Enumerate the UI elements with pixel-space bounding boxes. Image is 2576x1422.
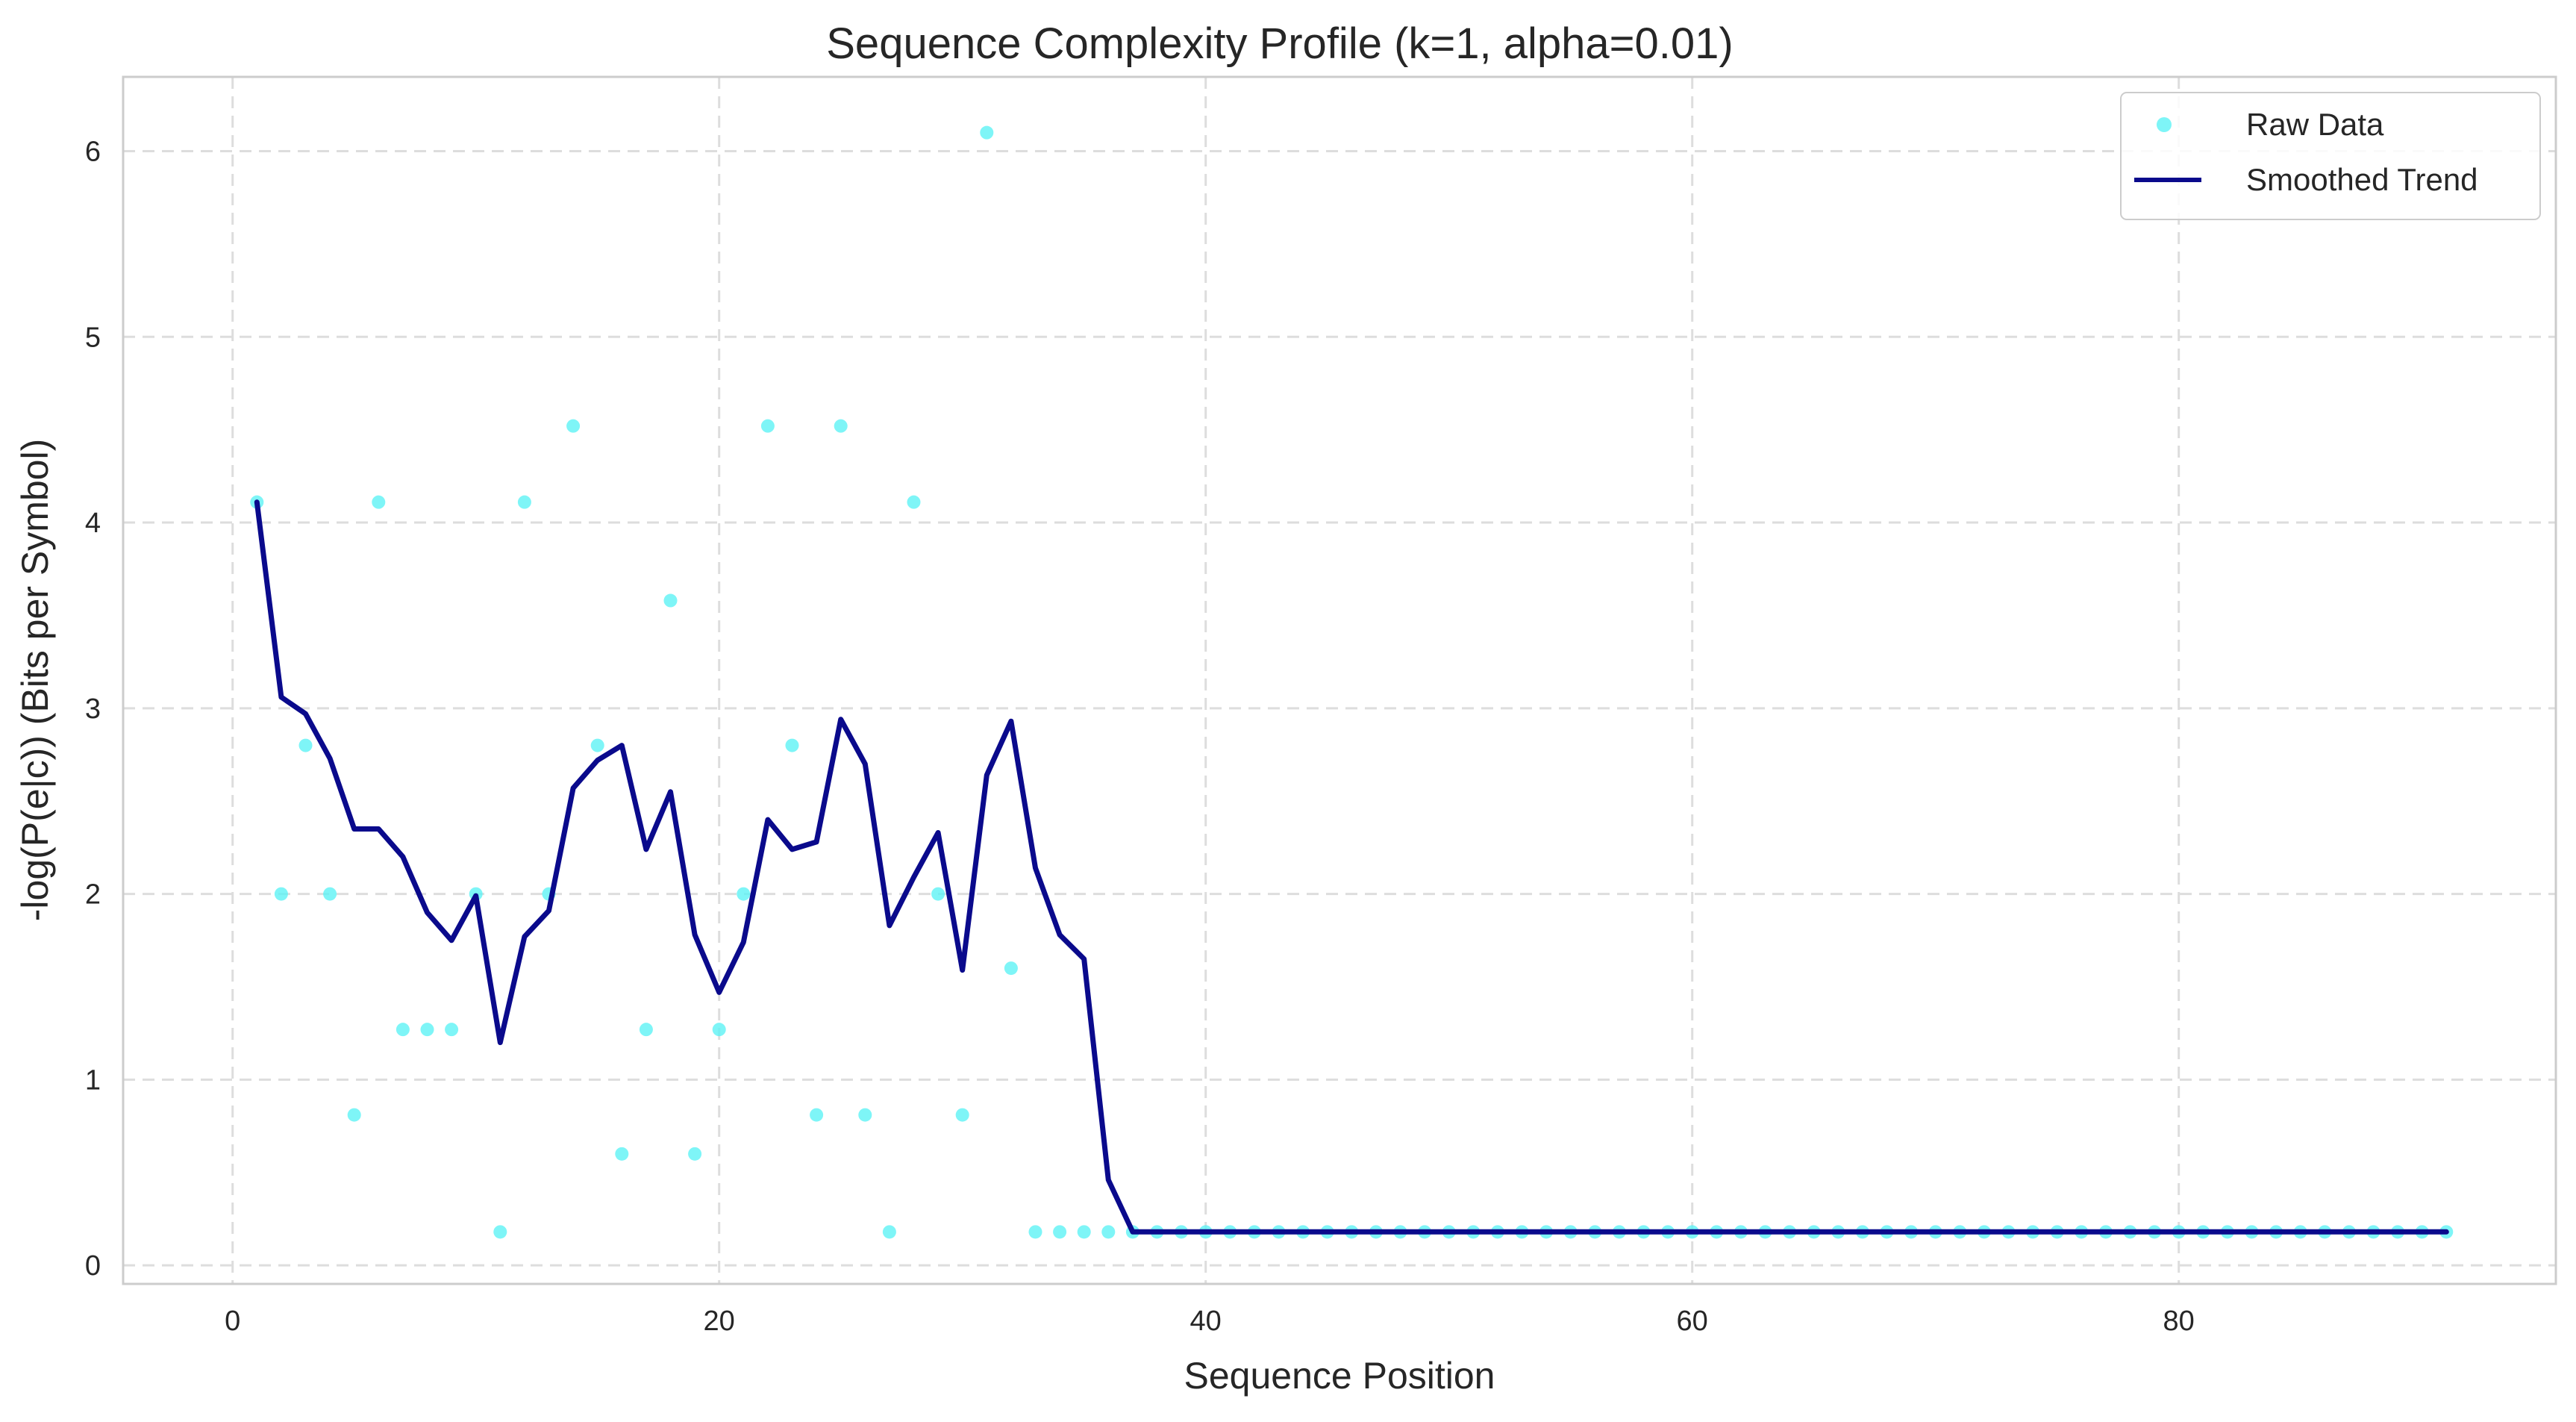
y-tick-label-2: 2 bbox=[85, 879, 101, 911]
raw-data-point bbox=[347, 1108, 361, 1122]
raw-data-point bbox=[566, 419, 581, 433]
raw-data-point bbox=[1053, 1225, 1067, 1239]
x-tick-label-1: 20 bbox=[704, 1306, 735, 1337]
raw-data-point bbox=[298, 738, 313, 752]
raw-data-point bbox=[955, 1108, 969, 1122]
raw-data-point bbox=[712, 1023, 726, 1037]
raw-data-point bbox=[1077, 1225, 1091, 1239]
grid-lines bbox=[123, 77, 2556, 1284]
raw-data-point bbox=[372, 495, 386, 509]
raw-data-point bbox=[760, 419, 775, 433]
raw-data-point bbox=[274, 887, 288, 901]
raw-data-point bbox=[493, 1225, 507, 1239]
y-tick-label-4: 4 bbox=[85, 508, 101, 539]
legend-raw-label: Raw Data bbox=[2246, 107, 2384, 142]
y-tick-label-6: 6 bbox=[85, 137, 101, 168]
x-tick-label-0: 0 bbox=[225, 1306, 240, 1337]
raw-data-point bbox=[396, 1023, 410, 1037]
x-axis-ticks: 0 20 40 60 80 bbox=[225, 1306, 2195, 1337]
raw-data-point bbox=[882, 1225, 896, 1239]
raw-data-point bbox=[737, 887, 751, 901]
smoothed-trend-line bbox=[254, 499, 2449, 1235]
raw-data-point bbox=[615, 1147, 629, 1161]
y-tick-label-0: 0 bbox=[85, 1250, 101, 1282]
legend: Raw Data Smoothed Trend bbox=[2120, 92, 2541, 220]
raw-data-point bbox=[785, 738, 799, 752]
y-tick-label-5: 5 bbox=[85, 322, 101, 353]
raw-data-point bbox=[931, 887, 945, 901]
raw-data-point bbox=[980, 125, 994, 140]
raw-data-point bbox=[1004, 961, 1018, 976]
plot-area bbox=[250, 125, 2454, 1239]
legend-smooth-label: Smoothed Trend bbox=[2246, 162, 2478, 197]
raw-data-point bbox=[1028, 1225, 1042, 1239]
plot-frame bbox=[122, 75, 2557, 1285]
y-axis-label: -log(P(e|c)) (Bits per Symbol) bbox=[14, 439, 56, 921]
raw-data-point bbox=[834, 419, 848, 433]
y-tick-label-1: 1 bbox=[85, 1064, 101, 1096]
legend-box bbox=[2120, 92, 2541, 220]
legend-raw-marker bbox=[2157, 117, 2172, 132]
raw-data-point bbox=[445, 1023, 459, 1037]
raw-data-point bbox=[810, 1108, 824, 1122]
raw-data-point bbox=[517, 495, 531, 509]
raw-data-point bbox=[323, 887, 337, 901]
x-tick-label-4: 80 bbox=[2163, 1306, 2195, 1337]
raw-data-point bbox=[420, 1023, 434, 1037]
x-axis-label: Sequence Position bbox=[1184, 1355, 1495, 1397]
raw-data-point bbox=[590, 738, 604, 752]
chart-title: Sequence Complexity Profile (k=1, alpha=… bbox=[826, 19, 1733, 68]
x-tick-label-3: 60 bbox=[1677, 1306, 1708, 1337]
raw-data-point bbox=[858, 1108, 872, 1122]
y-tick-label-3: 3 bbox=[85, 693, 101, 725]
x-tick-label-2: 40 bbox=[1190, 1306, 1222, 1337]
raw-data-point bbox=[688, 1147, 702, 1161]
raw-data-point bbox=[907, 495, 921, 509]
raw-data-point bbox=[639, 1023, 653, 1037]
y-axis-ticks: 0 1 2 3 4 5 6 bbox=[85, 137, 101, 1282]
raw-data-point bbox=[1101, 1225, 1116, 1239]
raw-data-point bbox=[663, 593, 678, 608]
